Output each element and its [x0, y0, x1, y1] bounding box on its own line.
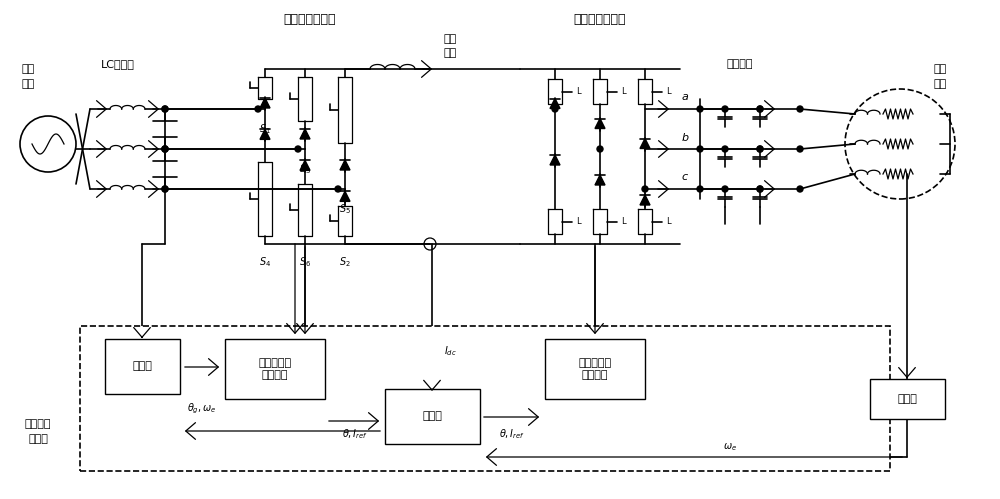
Circle shape	[335, 186, 341, 192]
Text: 三相: 三相	[21, 64, 35, 74]
Text: L: L	[621, 217, 625, 226]
Circle shape	[597, 146, 603, 152]
Circle shape	[757, 106, 763, 112]
Text: $S_6$: $S_6$	[299, 255, 311, 269]
Circle shape	[162, 146, 168, 152]
Polygon shape	[640, 195, 650, 205]
Text: 交流电容: 交流电容	[727, 59, 753, 69]
Bar	[80, 326, 890, 471]
Circle shape	[757, 106, 763, 112]
Circle shape	[162, 186, 168, 192]
Text: $S_4$: $S_4$	[259, 255, 271, 269]
Polygon shape	[340, 192, 350, 202]
Text: 控制器: 控制器	[423, 412, 442, 422]
Text: 锁相环: 锁相环	[133, 361, 152, 371]
Circle shape	[797, 186, 803, 192]
Text: $S_5$: $S_5$	[339, 202, 351, 216]
Text: $S_2$: $S_2$	[339, 255, 351, 269]
Circle shape	[552, 106, 558, 112]
Circle shape	[797, 146, 803, 152]
Text: 改进的空间
矢量调制: 改进的空间 矢量调制	[258, 358, 292, 380]
Polygon shape	[640, 139, 650, 149]
Circle shape	[757, 146, 763, 152]
Circle shape	[162, 106, 168, 112]
Text: 改进的空间
矢量调制: 改进的空间 矢量调制	[578, 358, 612, 380]
Text: $\theta, I_{ref}$: $\theta, I_{ref}$	[499, 427, 525, 441]
Polygon shape	[260, 98, 270, 108]
Text: 数字信号: 数字信号	[25, 419, 51, 429]
Circle shape	[295, 146, 301, 152]
Circle shape	[722, 186, 728, 192]
Circle shape	[757, 146, 763, 152]
Text: $\omega_e$: $\omega_e$	[723, 441, 737, 453]
Circle shape	[162, 186, 168, 192]
Text: L: L	[576, 87, 580, 96]
Text: L: L	[621, 87, 625, 96]
Polygon shape	[300, 129, 310, 139]
Circle shape	[162, 106, 168, 112]
Text: $c$: $c$	[681, 172, 689, 182]
Text: 母线: 母线	[443, 34, 457, 44]
Polygon shape	[595, 118, 605, 129]
Circle shape	[162, 146, 168, 152]
Circle shape	[697, 186, 703, 192]
Text: LC滤波器: LC滤波器	[101, 59, 135, 69]
Text: 电感: 电感	[443, 48, 457, 58]
Circle shape	[757, 186, 763, 192]
Bar	[870, 379, 945, 419]
Text: L: L	[666, 217, 670, 226]
Polygon shape	[550, 98, 560, 108]
Text: $I_{dc}$: $I_{dc}$	[444, 344, 456, 358]
Bar	[225, 339, 325, 399]
Text: 电网: 电网	[21, 79, 35, 89]
Polygon shape	[340, 160, 350, 170]
Text: 处理器: 处理器	[28, 434, 48, 444]
Circle shape	[697, 146, 703, 152]
Circle shape	[797, 106, 803, 112]
Text: L: L	[576, 217, 580, 226]
Text: 传感器: 传感器	[898, 394, 917, 404]
Text: $S_3$: $S_3$	[299, 162, 311, 176]
Text: L: L	[666, 87, 670, 96]
Text: $S_1$: $S_1$	[259, 122, 271, 136]
Circle shape	[722, 146, 728, 152]
Text: 电流源型整流器: 电流源型整流器	[284, 12, 336, 25]
Text: $a$: $a$	[681, 92, 689, 102]
Text: 三相: 三相	[933, 64, 947, 74]
Polygon shape	[550, 155, 560, 165]
Text: $\theta, I_{ref}$: $\theta, I_{ref}$	[342, 427, 368, 441]
Bar	[385, 389, 480, 444]
Circle shape	[757, 186, 763, 192]
Text: 电流源型逆变器: 电流源型逆变器	[574, 12, 626, 25]
Circle shape	[162, 146, 168, 152]
Text: $b$: $b$	[681, 131, 689, 143]
Polygon shape	[260, 129, 270, 139]
Text: $\theta_g,\omega_e$: $\theta_g,\omega_e$	[187, 402, 217, 416]
Circle shape	[697, 106, 703, 112]
Circle shape	[255, 106, 261, 112]
Polygon shape	[595, 175, 605, 185]
Circle shape	[722, 106, 728, 112]
Bar	[105, 339, 180, 394]
Text: 负载: 负载	[933, 79, 947, 89]
Circle shape	[642, 186, 648, 192]
Bar	[545, 339, 645, 399]
Polygon shape	[300, 160, 310, 170]
